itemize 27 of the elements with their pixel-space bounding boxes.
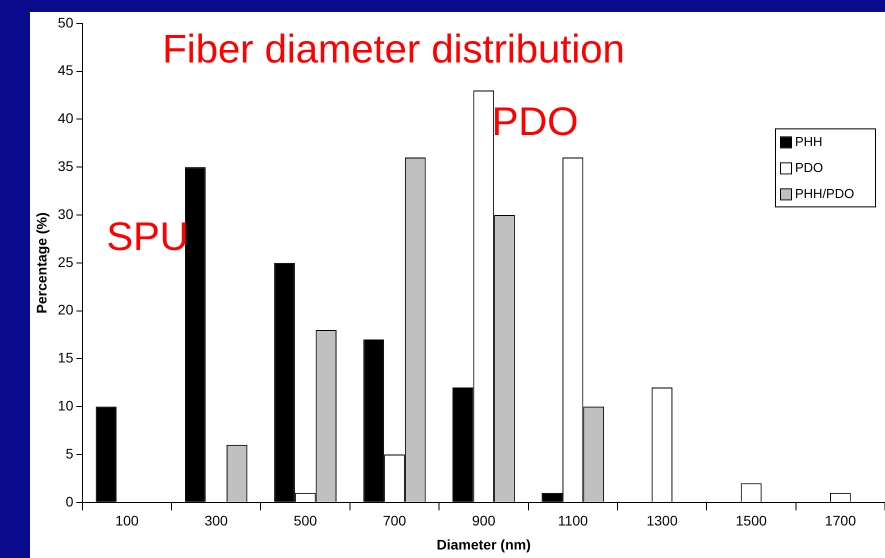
y-tick-label: 5 <box>66 445 74 462</box>
y-tick-label: 25 <box>58 254 74 270</box>
x-tick-label: 500 <box>294 512 318 529</box>
x-tick-label: 100 <box>115 512 139 529</box>
chart-title: Fiber diameter distribution <box>162 27 625 72</box>
y-tick-label: 0 <box>66 493 74 510</box>
y-tick-label: 30 <box>58 206 74 222</box>
y-tick-label: 50 <box>58 14 74 30</box>
y-tick-label: 10 <box>58 397 74 414</box>
x-tick-label: 700 <box>382 512 406 529</box>
y-tick-label: 40 <box>58 110 74 126</box>
x-tick-label: 300 <box>204 512 228 529</box>
y-tick-label: 15 <box>58 350 74 366</box>
y-tick-label: 35 <box>58 158 74 174</box>
x-tick-label: 900 <box>472 512 496 529</box>
legend-label: PHH <box>795 134 822 149</box>
x-tick-label: 1100 <box>558 512 588 529</box>
legend-label: PHH/PDO <box>795 186 854 201</box>
x-tick-label: 1500 <box>736 512 768 529</box>
y-tick-label: 45 <box>58 62 74 78</box>
y-axis-title: Percentage (%) <box>33 212 50 314</box>
y-tick-label: 20 <box>58 302 74 318</box>
legend-label: PDO <box>795 160 824 175</box>
x-tick-label: 1300 <box>646 512 678 529</box>
annotation: PDO <box>492 100 578 144</box>
x-axis-title: Diameter (nm) <box>436 536 531 552</box>
x-tick-label: 1700 <box>824 512 856 529</box>
